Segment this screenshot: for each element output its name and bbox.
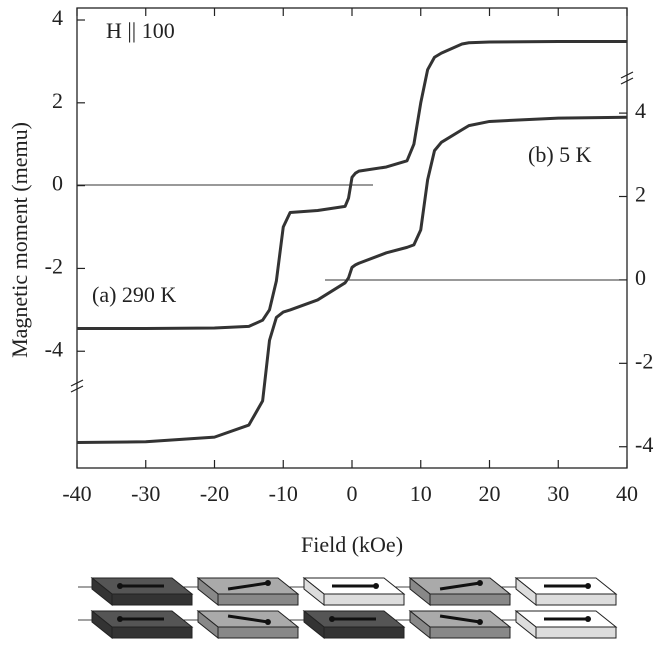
slab-front <box>535 626 617 639</box>
plot-frame <box>76 7 628 469</box>
slab-side <box>197 609 219 640</box>
annotation: (b) 5 K <box>528 142 592 167</box>
y-tick-label: 0 <box>52 171 63 196</box>
spin-head <box>476 580 483 587</box>
y-axis-label: Magnetic moment (memu) <box>7 122 32 358</box>
spin-head <box>585 583 591 589</box>
y-tick-label: -4 <box>45 336 63 361</box>
x-tick-label: 20 <box>479 481 501 506</box>
slab-side <box>409 576 431 607</box>
slab-side <box>197 576 219 607</box>
slab-side <box>515 609 537 640</box>
data-line <box>77 40 627 330</box>
y2-tick-label: -2 <box>635 348 653 373</box>
slab-side <box>91 609 113 640</box>
spin-head <box>585 616 591 622</box>
x-tick-label: 10 <box>410 481 432 506</box>
slab-front <box>323 593 405 606</box>
slab-side <box>91 576 113 607</box>
y-tick-label: 4 <box>52 5 63 30</box>
axis-breaks <box>70 71 634 393</box>
spin-arrow <box>227 614 269 624</box>
slab-front <box>535 593 617 606</box>
slab-front <box>429 626 511 639</box>
slab-side <box>303 576 325 607</box>
y2-tick-label: 0 <box>635 265 646 290</box>
spin-head <box>264 580 271 587</box>
slab-front <box>111 593 193 606</box>
x-axis-label: Field (kOe) <box>301 532 403 557</box>
x-tick-label: -20 <box>200 481 229 506</box>
y-tick-label: -2 <box>45 253 63 278</box>
spin-arrow <box>439 614 481 624</box>
x-tick-label: 40 <box>616 481 638 506</box>
slab-front <box>323 626 405 639</box>
spin-arrow <box>227 581 269 591</box>
x-tick-label: 30 <box>547 481 569 506</box>
y2-tick-label: 4 <box>635 98 646 123</box>
x-tick-label: -10 <box>269 481 298 506</box>
annotation: (a) 290 K <box>92 282 176 307</box>
annotation: H || 100 <box>106 18 175 43</box>
spin-head <box>117 583 123 589</box>
x-tick-label: -40 <box>62 481 91 506</box>
slab-front <box>217 626 299 639</box>
spin-arrow <box>439 581 481 591</box>
slab-front <box>429 593 511 606</box>
x-tick-label: -30 <box>131 481 160 506</box>
y-tick-label: 2 <box>52 88 63 113</box>
slab-front <box>217 593 299 606</box>
slab-front <box>111 626 193 639</box>
spin-head <box>373 583 379 589</box>
slab-side <box>303 609 325 640</box>
y2-tick-label: 2 <box>635 182 646 207</box>
slab-side <box>409 609 431 640</box>
spin-head <box>329 616 335 622</box>
spin-head <box>264 618 271 625</box>
data-line <box>76 115 628 445</box>
spin-head <box>476 618 483 625</box>
spin-head <box>117 616 123 622</box>
x-tick-label: 0 <box>347 481 358 506</box>
spin-diagram <box>78 576 618 640</box>
slab-side <box>515 576 537 607</box>
y2-tick-label: -4 <box>635 432 653 457</box>
